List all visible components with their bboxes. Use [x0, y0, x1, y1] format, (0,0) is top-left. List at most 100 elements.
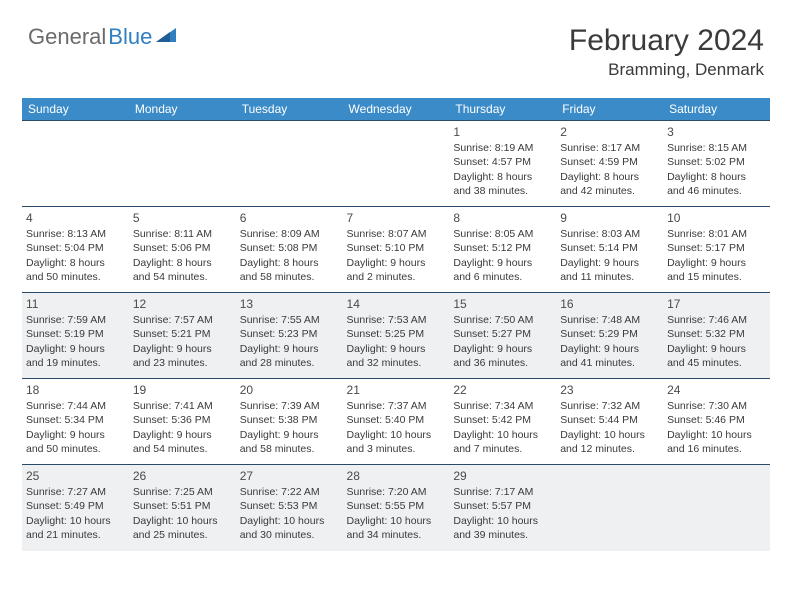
- day-number: 29: [453, 468, 552, 484]
- day-number: 18: [26, 382, 125, 398]
- sunset-line: Sunset: 5:10 PM: [347, 241, 446, 255]
- sunset-line: Sunset: 5:42 PM: [453, 413, 552, 427]
- calendar-day-cell: 13Sunrise: 7:55 AMSunset: 5:23 PMDayligh…: [236, 293, 343, 379]
- daylight-line: Daylight: 10 hours and 7 minutes.: [453, 428, 552, 456]
- daylight-line: Daylight: 9 hours and 58 minutes.: [240, 428, 339, 456]
- day-number: 27: [240, 468, 339, 484]
- day-number: 26: [133, 468, 232, 484]
- day-number: 4: [26, 210, 125, 226]
- sunset-line: Sunset: 5:17 PM: [667, 241, 766, 255]
- day-header: Sunday: [22, 98, 129, 121]
- calendar-day-cell: 11Sunrise: 7:59 AMSunset: 5:19 PMDayligh…: [22, 293, 129, 379]
- location: Bramming, Denmark: [569, 60, 764, 80]
- sunrise-line: Sunrise: 7:39 AM: [240, 399, 339, 413]
- sunrise-line: Sunrise: 7:34 AM: [453, 399, 552, 413]
- sunset-line: Sunset: 5:29 PM: [560, 327, 659, 341]
- daylight-line: Daylight: 9 hours and 45 minutes.: [667, 342, 766, 370]
- calendar-day-cell: 19Sunrise: 7:41 AMSunset: 5:36 PMDayligh…: [129, 379, 236, 465]
- daylight-line: Daylight: 10 hours and 3 minutes.: [347, 428, 446, 456]
- sunset-line: Sunset: 5:57 PM: [453, 499, 552, 513]
- daylight-line: Daylight: 10 hours and 34 minutes.: [347, 514, 446, 542]
- sunrise-line: Sunrise: 7:17 AM: [453, 485, 552, 499]
- calendar-day-cell: 27Sunrise: 7:22 AMSunset: 5:53 PMDayligh…: [236, 465, 343, 551]
- calendar-day-cell: 23Sunrise: 7:32 AMSunset: 5:44 PMDayligh…: [556, 379, 663, 465]
- daylight-line: Daylight: 9 hours and 41 minutes.: [560, 342, 659, 370]
- daylight-line: Daylight: 9 hours and 36 minutes.: [453, 342, 552, 370]
- day-number: 3: [667, 124, 766, 140]
- calendar-week-row: 1Sunrise: 8:19 AMSunset: 4:57 PMDaylight…: [22, 121, 770, 207]
- day-number: 28: [347, 468, 446, 484]
- day-number: 21: [347, 382, 446, 398]
- daylight-line: Daylight: 8 hours and 38 minutes.: [453, 170, 552, 198]
- logo-triangle-icon: [156, 26, 178, 49]
- sunrise-line: Sunrise: 7:27 AM: [26, 485, 125, 499]
- daylight-line: Daylight: 9 hours and 6 minutes.: [453, 256, 552, 284]
- calendar-day-cell: 24Sunrise: 7:30 AMSunset: 5:46 PMDayligh…: [663, 379, 770, 465]
- sunrise-line: Sunrise: 8:13 AM: [26, 227, 125, 241]
- sunset-line: Sunset: 5:14 PM: [560, 241, 659, 255]
- sunrise-line: Sunrise: 8:19 AM: [453, 141, 552, 155]
- calendar-day-cell: 1Sunrise: 8:19 AMSunset: 4:57 PMDaylight…: [449, 121, 556, 207]
- calendar-week-row: 18Sunrise: 7:44 AMSunset: 5:34 PMDayligh…: [22, 379, 770, 465]
- calendar-week-row: 4Sunrise: 8:13 AMSunset: 5:04 PMDaylight…: [22, 207, 770, 293]
- daylight-line: Daylight: 8 hours and 58 minutes.: [240, 256, 339, 284]
- calendar-day-cell: 26Sunrise: 7:25 AMSunset: 5:51 PMDayligh…: [129, 465, 236, 551]
- calendar-empty-cell: [236, 121, 343, 207]
- calendar-week-row: 25Sunrise: 7:27 AMSunset: 5:49 PM Dayligh…: [22, 465, 770, 551]
- sunset-line: Sunset: 5:04 PM: [26, 241, 125, 255]
- daylight-line: Daylight: 8 hours and 46 minutes.: [667, 170, 766, 198]
- calendar-day-cell: 18Sunrise: 7:44 AMSunset: 5:34 PMDayligh…: [22, 379, 129, 465]
- sunset-line: Sunset: 4:59 PM: [560, 155, 659, 169]
- sunrise-line: Sunrise: 7:48 AM: [560, 313, 659, 327]
- day-number: 25: [26, 468, 125, 484]
- day-number: 13: [240, 296, 339, 312]
- sunrise-line: Sunrise: 7:46 AM: [667, 313, 766, 327]
- daylight-line: Daylight: 9 hours and 54 minutes.: [133, 428, 232, 456]
- calendar-week-row: 11Sunrise: 7:59 AMSunset: 5:19 PMDayligh…: [22, 293, 770, 379]
- sunrise-line: Sunrise: 7:32 AM: [560, 399, 659, 413]
- sunrise-line: Sunrise: 7:25 AM: [133, 485, 232, 499]
- day-number: 16: [560, 296, 659, 312]
- day-number: 15: [453, 296, 552, 312]
- day-number: 9: [560, 210, 659, 226]
- sunrise-line: Sunrise: 8:03 AM: [560, 227, 659, 241]
- sunrise-line: Sunrise: 7:50 AM: [453, 313, 552, 327]
- day-number: 6: [240, 210, 339, 226]
- sunrise-line: Sunrise: 8:01 AM: [667, 227, 766, 241]
- daylight-line: Daylight: 9 hours and 28 minutes.: [240, 342, 339, 370]
- sunrise-line: Sunrise: 8:11 AM: [133, 227, 232, 241]
- sunrise-line: Sunrise: 7:30 AM: [667, 399, 766, 413]
- sunset-line: Sunset: 5:49 PM: [26, 499, 125, 513]
- calendar-day-cell: 6Sunrise: 8:09 AMSunset: 5:08 PMDaylight…: [236, 207, 343, 293]
- calendar-day-cell: 14Sunrise: 7:53 AMSunset: 5:25 PMDayligh…: [343, 293, 450, 379]
- sunset-line: Sunset: 5:46 PM: [667, 413, 766, 427]
- day-number: 10: [667, 210, 766, 226]
- sunrise-line: Sunrise: 8:17 AM: [560, 141, 659, 155]
- calendar-day-cell: 12Sunrise: 7:57 AMSunset: 5:21 PMDayligh…: [129, 293, 236, 379]
- calendar-empty-cell: [343, 121, 450, 207]
- day-number: 22: [453, 382, 552, 398]
- day-number: 23: [560, 382, 659, 398]
- sunset-line: Sunset: 5:25 PM: [347, 327, 446, 341]
- calendar-day-cell: 7Sunrise: 8:07 AMSunset: 5:10 PMDaylight…: [343, 207, 450, 293]
- day-header: Tuesday: [236, 98, 343, 121]
- sunrise-line: Sunrise: 7:55 AM: [240, 313, 339, 327]
- daylight-line: Daylight: 9 hours and 2 minutes.: [347, 256, 446, 284]
- day-number: 11: [26, 296, 125, 312]
- daylight-line: Daylight: 10 hours and 25 minutes.: [133, 514, 232, 542]
- daylight-line: Daylight: 8 hours and 50 minutes.: [26, 256, 125, 284]
- day-number: 24: [667, 382, 766, 398]
- calendar-day-cell: 21Sunrise: 7:37 AMSunset: 5:40 PMDayligh…: [343, 379, 450, 465]
- daylight-line: Daylight: 9 hours and 19 minutes.: [26, 342, 125, 370]
- calendar-day-cell: 20Sunrise: 7:39 AMSunset: 5:38 PMDayligh…: [236, 379, 343, 465]
- daylight-line: Daylight: 9 hours and 23 minutes.: [133, 342, 232, 370]
- sunrise-line: Sunrise: 7:20 AM: [347, 485, 446, 499]
- sunset-line: Sunset: 5:12 PM: [453, 241, 552, 255]
- sunset-line: Sunset: 5:27 PM: [453, 327, 552, 341]
- sunrise-line: Sunrise: 8:09 AM: [240, 227, 339, 241]
- title-block: February 2024 Bramming, Denmark: [569, 24, 764, 80]
- header: General Blue February 2024 Bramming, Den…: [0, 0, 792, 88]
- daylight-line: Daylight: 9 hours and 50 minutes.: [26, 428, 125, 456]
- daylight-line: Daylight: 10 hours and 30 minutes.: [240, 514, 339, 542]
- calendar-day-cell: 5Sunrise: 8:11 AMSunset: 5:06 PMDaylight…: [129, 207, 236, 293]
